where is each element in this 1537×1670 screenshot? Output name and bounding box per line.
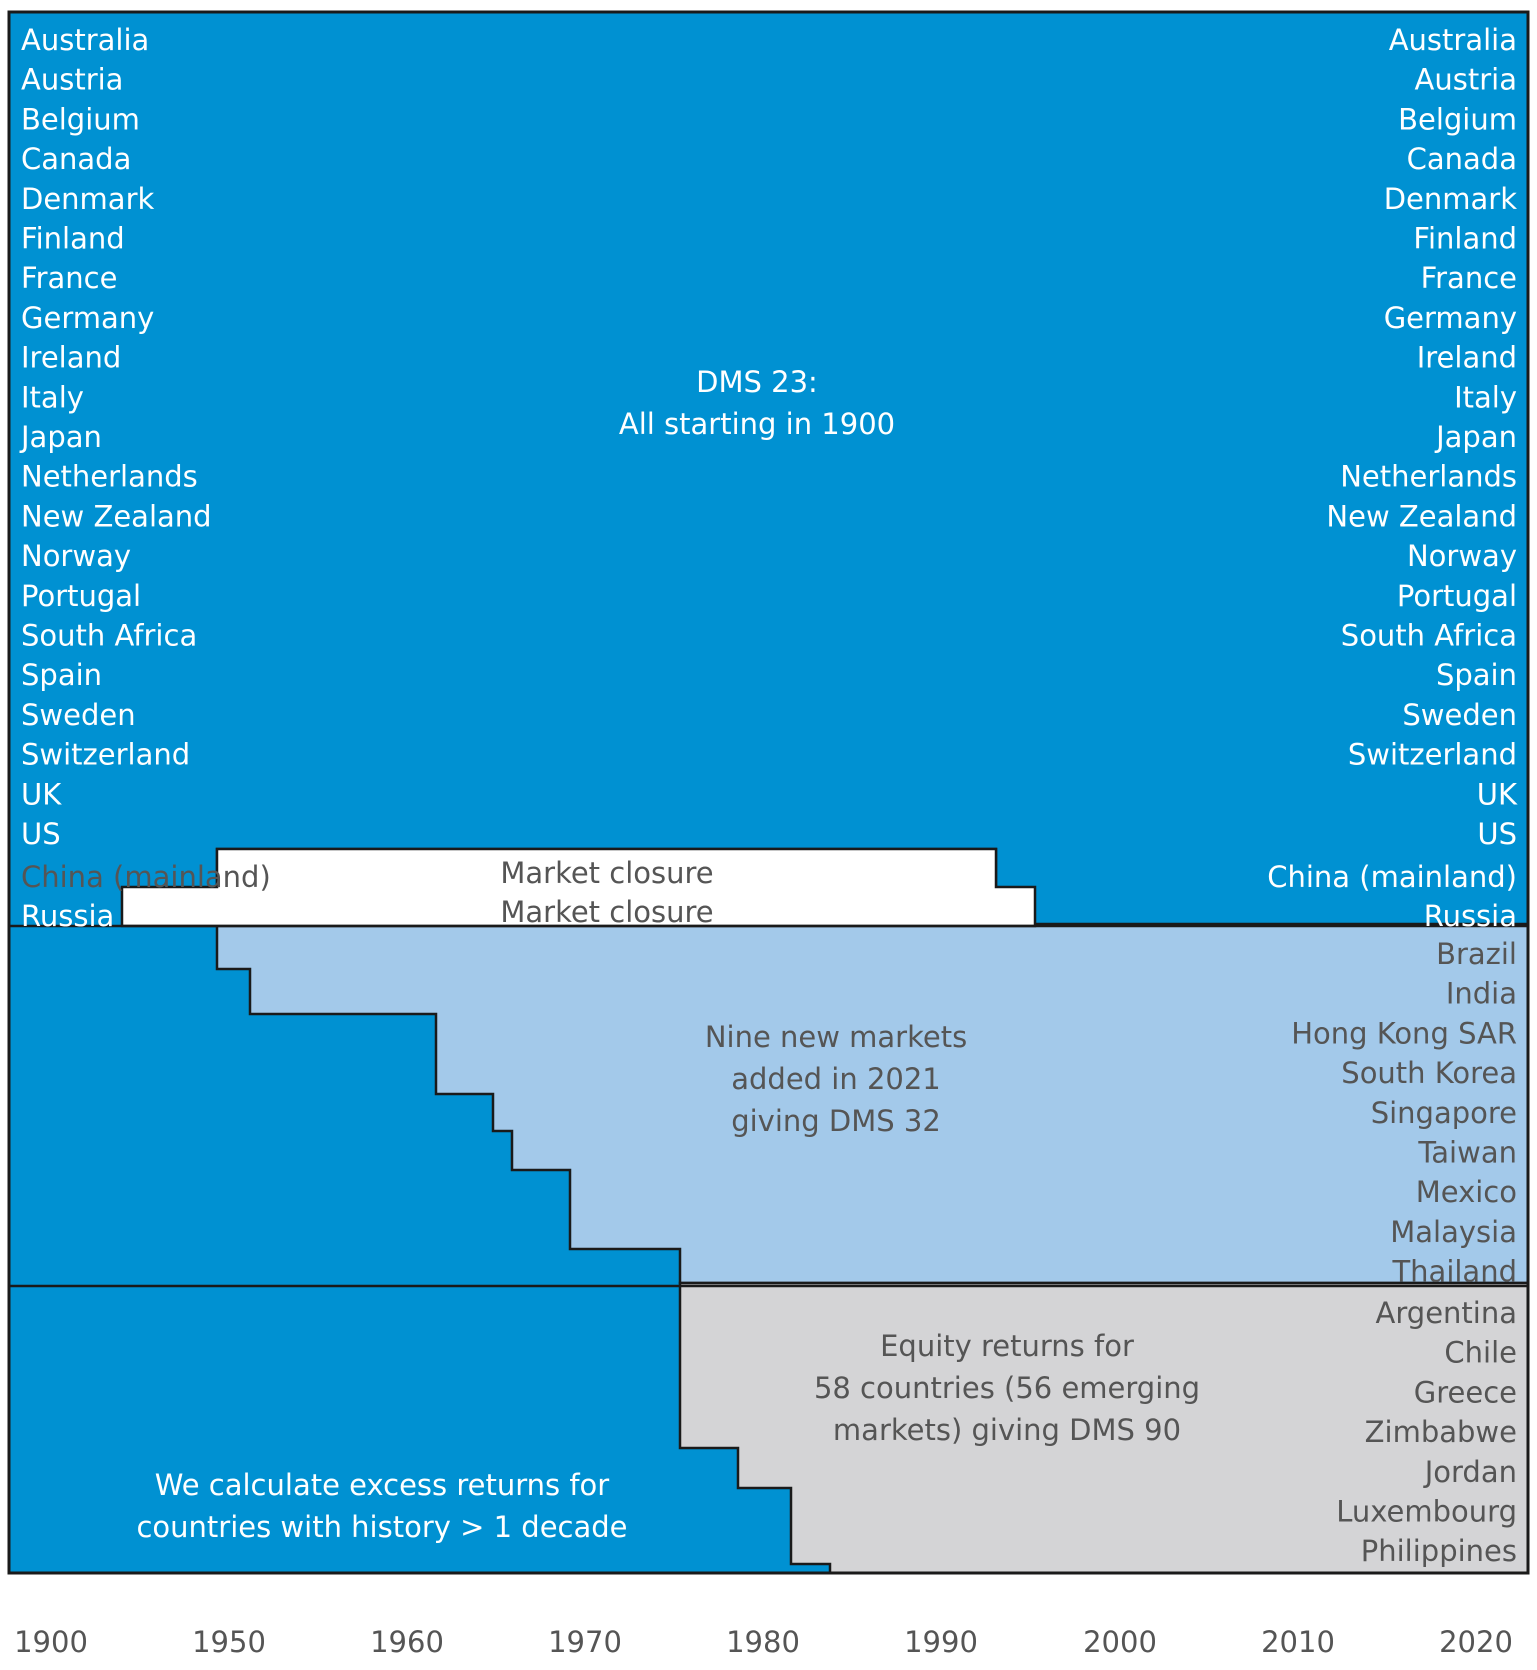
new-market-malaysia: Malaysia	[1390, 1215, 1517, 1249]
emerging-label-line2: 58 countries (56 emerging	[814, 1371, 1200, 1405]
dms23-left-spain: Spain	[21, 658, 102, 692]
dms23-right-belgium: Belgium	[1398, 102, 1517, 136]
emerging-market-luxembourg: Luxembourg	[1336, 1495, 1517, 1529]
russia-closure-label: Market closure	[500, 895, 713, 929]
dms23-left-uk: UK	[21, 777, 62, 811]
x-axis-ticks: 1900 1950 1960 1970 1980 1990 2000 2010 2020	[14, 1625, 1513, 1659]
russia-label-left: Russia	[21, 899, 114, 933]
emerging-market-chile: Chile	[1444, 1336, 1517, 1370]
emerging-market-philippines: Philippines	[1361, 1534, 1517, 1568]
new-market-hong-kong-sar: Hong Kong SAR	[1291, 1016, 1517, 1050]
dms23-left-france: France	[21, 261, 117, 295]
new-markets-label-line2: added in 2021	[731, 1062, 941, 1096]
dms23-right-uk: UK	[1477, 777, 1518, 811]
emerging-country-list: Argentina Chile Greece Zimbabwe Jordan Luxemb…	[1336, 1296, 1517, 1568]
x-tick-2020: 2020	[1439, 1625, 1513, 1659]
dms23-left-us: US	[21, 817, 61, 851]
emerging-market-argentina: Argentina	[1376, 1296, 1517, 1330]
dms23-left-australia: Australia	[21, 23, 149, 57]
new-market-taiwan: Taiwan	[1417, 1136, 1517, 1170]
dms23-left-sweden: Sweden	[21, 698, 136, 732]
emerging-label-line3: markets) giving DMS 90	[833, 1413, 1181, 1447]
x-tick-1970: 1970	[548, 1625, 622, 1659]
new-market-brazil: Brazil	[1436, 937, 1517, 971]
china-closure-label: Market closure	[500, 856, 713, 890]
x-tick-1980: 1980	[726, 1625, 800, 1659]
dms23-right-switzerland: Switzerland	[1348, 738, 1517, 772]
dms23-left-finland: Finland	[21, 222, 125, 256]
x-tick-1950: 1950	[192, 1625, 266, 1659]
dms23-left-italy: Italy	[21, 380, 84, 414]
new-markets-label-line3: giving DMS 32	[731, 1104, 941, 1138]
x-tick-2000: 2000	[1083, 1625, 1157, 1659]
excess-note-line1: We calculate excess returns for	[155, 1468, 610, 1502]
new-market-india: India	[1446, 977, 1517, 1011]
dms23-right-germany: Germany	[1384, 301, 1517, 335]
dms23-left-austria: Austria	[21, 63, 123, 97]
dms23-right-netherlands: Netherlands	[1340, 460, 1517, 494]
dms23-right-ireland: Ireland	[1417, 341, 1517, 375]
dms23-left-denmark: Denmark	[21, 182, 154, 216]
dms23-right-denmark: Denmark	[1384, 182, 1517, 216]
dms23-left-new-zealand: New Zealand	[21, 499, 212, 533]
excess-note-line2: countries with history > 1 decade	[136, 1510, 627, 1544]
dms23-right-sweden: Sweden	[1402, 698, 1517, 732]
dms23-right-japan: Japan	[1434, 420, 1517, 454]
dms23-left-germany: Germany	[21, 301, 154, 335]
dms23-right-us: US	[1477, 817, 1517, 851]
new-market-south-korea: South Korea	[1341, 1056, 1517, 1090]
emerging-market-greece: Greece	[1414, 1375, 1517, 1409]
new-market-singapore: Singapore	[1371, 1096, 1517, 1130]
dms23-left-japan: Japan	[19, 420, 102, 454]
x-tick-2010: 2010	[1261, 1625, 1335, 1659]
new-markets-label-line1: Nine new markets	[705, 1020, 967, 1054]
dms23-right-portugal: Portugal	[1397, 579, 1517, 613]
new-markets-country-list: Brazil India Hong Kong SAR South Korea Singa…	[1291, 937, 1517, 1289]
dms23-left-belgium: Belgium	[21, 102, 140, 136]
dms23-right-finland: Finland	[1413, 222, 1517, 256]
emerging-market-zimbabwe: Zimbabwe	[1365, 1415, 1517, 1449]
emerging-label-line1: Equity returns for	[880, 1329, 1134, 1363]
dms23-country-list-left: Australia Austria Belgium Canada Denmark Finl…	[19, 23, 212, 851]
x-tick-1960: 1960	[370, 1625, 444, 1659]
dms23-right-italy: Italy	[1454, 380, 1517, 414]
dms23-left-south-africa: South Africa	[21, 619, 197, 653]
x-tick-1990: 1990	[904, 1625, 978, 1659]
dms23-label-line2: All starting in 1900	[619, 407, 895, 441]
dms23-right-canada: Canada	[1407, 142, 1517, 176]
new-market-thailand: Thailand	[1391, 1255, 1517, 1289]
x-tick-1900: 1900	[14, 1625, 88, 1659]
dms23-left-ireland: Ireland	[21, 341, 121, 375]
china-label-right: China (mainland)	[1267, 860, 1517, 894]
dms23-left-switzerland: Switzerland	[21, 738, 190, 772]
china-label-left: China (mainland)	[21, 860, 271, 894]
emerging-market-jordan: Jordan	[1423, 1455, 1517, 1489]
dms23-left-netherlands: Netherlands	[21, 460, 198, 494]
dms23-left-norway: Norway	[21, 539, 131, 573]
dms23-right-australia: Australia	[1389, 23, 1517, 57]
dms23-right-new-zealand: New Zealand	[1326, 499, 1517, 533]
dms23-right-spain: Spain	[1436, 658, 1517, 692]
dms23-country-list-right: Australia Austria Belgium Canada Denmark Finl…	[1326, 23, 1518, 851]
new-market-mexico: Mexico	[1416, 1175, 1517, 1209]
dms23-right-austria: Austria	[1415, 63, 1517, 97]
dms23-right-france: France	[1421, 261, 1517, 295]
russia-label-right: Russia	[1424, 899, 1517, 933]
dms23-label-line1: DMS 23:	[696, 365, 818, 399]
diagram-border	[7, 10, 1530, 1575]
dms23-right-norway: Norway	[1407, 539, 1517, 573]
dms23-left-canada: Canada	[21, 142, 131, 176]
dms23-left-portugal: Portugal	[21, 579, 141, 613]
dms23-right-south-africa: South Africa	[1341, 619, 1517, 653]
